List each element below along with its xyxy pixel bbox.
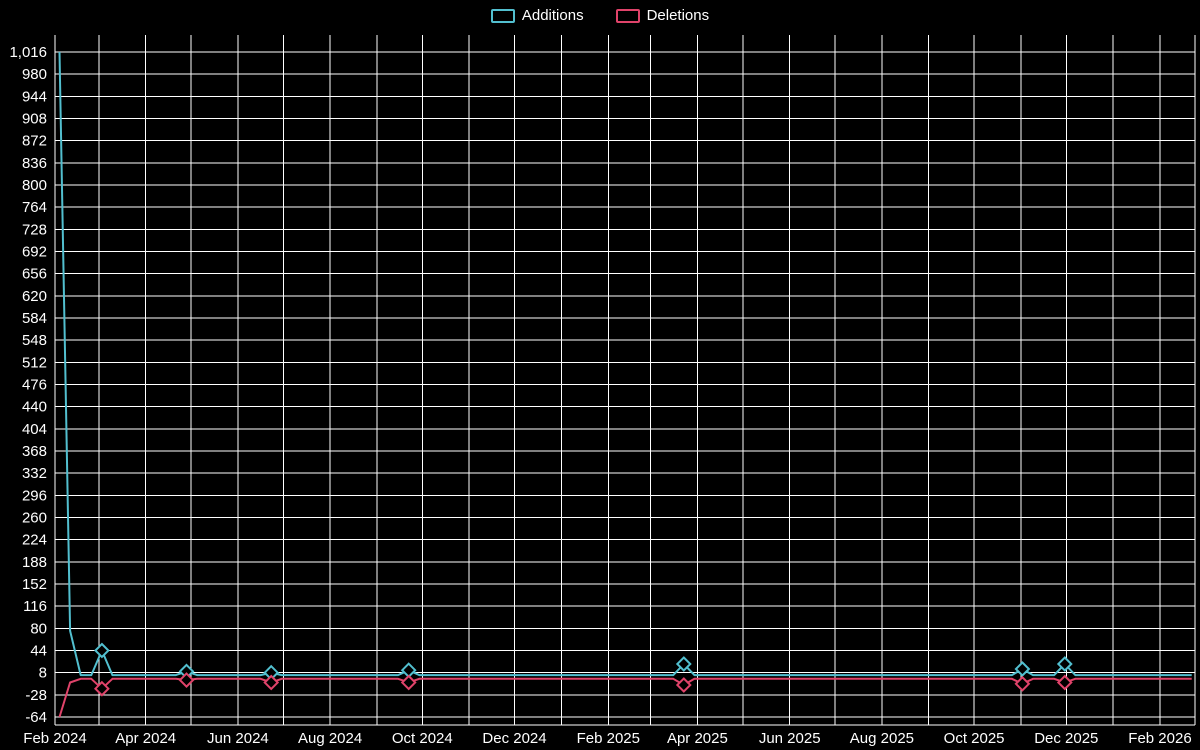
y-tick-label: 584 (22, 310, 47, 327)
y-tick-label: 836 (22, 155, 47, 172)
x-tick-label: Apr 2024 (115, 730, 176, 747)
x-tick-label: Dec 2025 (1034, 730, 1098, 747)
y-tick-label: 980 (22, 66, 47, 83)
additions-marker-icon (1014, 661, 1031, 677)
y-tick-label: 872 (22, 133, 47, 150)
y-axis-labels: 1,016 980 944 908 872 836 800 764 728 692 656 620 58… (9, 44, 47, 726)
deletions-marker-icon (93, 680, 110, 697)
y-tick-label: 224 (22, 532, 47, 549)
y-tick-label: 1,016 (9, 44, 47, 61)
y-tick-label: 152 (22, 576, 47, 593)
y-tick-label: 944 (22, 88, 47, 105)
additions-marker-icon (675, 656, 692, 672)
deletions-marker-icon (675, 677, 692, 693)
y-tick-label: 620 (22, 288, 47, 305)
x-tick-label: Oct 2024 (392, 730, 453, 747)
x-tick-label: Oct 2025 (944, 730, 1005, 747)
legend-label-deletions: Deletions (646, 7, 710, 24)
deletions-marker-icon (178, 672, 195, 689)
y-tick-label: 548 (22, 332, 47, 349)
y-tick-label: 440 (22, 399, 47, 416)
x-tick-label: Dec 2024 (482, 730, 546, 747)
y-tick-label: 80 (30, 620, 47, 637)
y-tick-label: 44 (30, 643, 47, 660)
y-tick-label: 368 (22, 443, 47, 460)
additions-line (58, 51, 1192, 677)
series-lines (58, 51, 1192, 718)
y-tick-label: 188 (22, 554, 47, 571)
y-tick-label: 800 (22, 177, 47, 194)
x-tick-label: Feb 2024 (23, 730, 86, 747)
y-tick-label: 296 (22, 487, 47, 504)
y-tick-label: -64 (25, 709, 47, 726)
y-tick-label: 728 (22, 221, 47, 238)
x-tick-label: Feb 2026 (1128, 730, 1191, 747)
y-tick-label: 116 (23, 598, 47, 615)
deletions-swatch-icon (615, 9, 640, 23)
y-tick-label: 656 (22, 266, 47, 283)
x-tick-label: Apr 2025 (667, 730, 728, 747)
gridlines (54, 35, 1195, 725)
legend-item-additions[interactable]: Additions (490, 7, 584, 25)
y-tick-label: 8 (39, 665, 47, 682)
deletions-marker-icon (1014, 675, 1031, 692)
y-tick-label: 332 (22, 465, 47, 482)
chart-legend: Additions Deletions (0, 7, 1200, 25)
additions-marker-icon (93, 642, 110, 659)
y-tick-label: -28 (25, 687, 47, 704)
additions-marker-icon (1056, 656, 1073, 672)
y-tick-label: 404 (22, 421, 47, 438)
axis-frame (55, 35, 1196, 726)
deletions-marker-icon (1056, 674, 1073, 691)
additions-swatch-icon (490, 9, 515, 23)
y-tick-label: 908 (22, 111, 47, 128)
x-axis-labels: Feb 2024 Apr 2024 Jun 2024 Aug 2024 Oct 2024… (23, 730, 1191, 747)
x-tick-label: Jun 2024 (207, 730, 269, 747)
y-tick-label: 764 (22, 199, 47, 216)
x-tick-label: Jun 2025 (759, 730, 821, 747)
legend-item-deletions[interactable]: Deletions (615, 7, 710, 25)
legend-label-additions: Additions (521, 7, 584, 24)
deletions-marker-icon (263, 674, 280, 691)
y-tick-label: 512 (22, 354, 47, 371)
y-tick-label: 260 (22, 510, 47, 527)
x-tick-label: Aug 2025 (850, 730, 914, 747)
y-tick-label: 476 (22, 377, 47, 394)
y-tick-label: 692 (22, 244, 47, 261)
x-tick-label: Aug 2024 (298, 730, 362, 747)
x-tick-label: Feb 2025 (577, 730, 640, 747)
deletions-marker-icon (400, 674, 417, 691)
